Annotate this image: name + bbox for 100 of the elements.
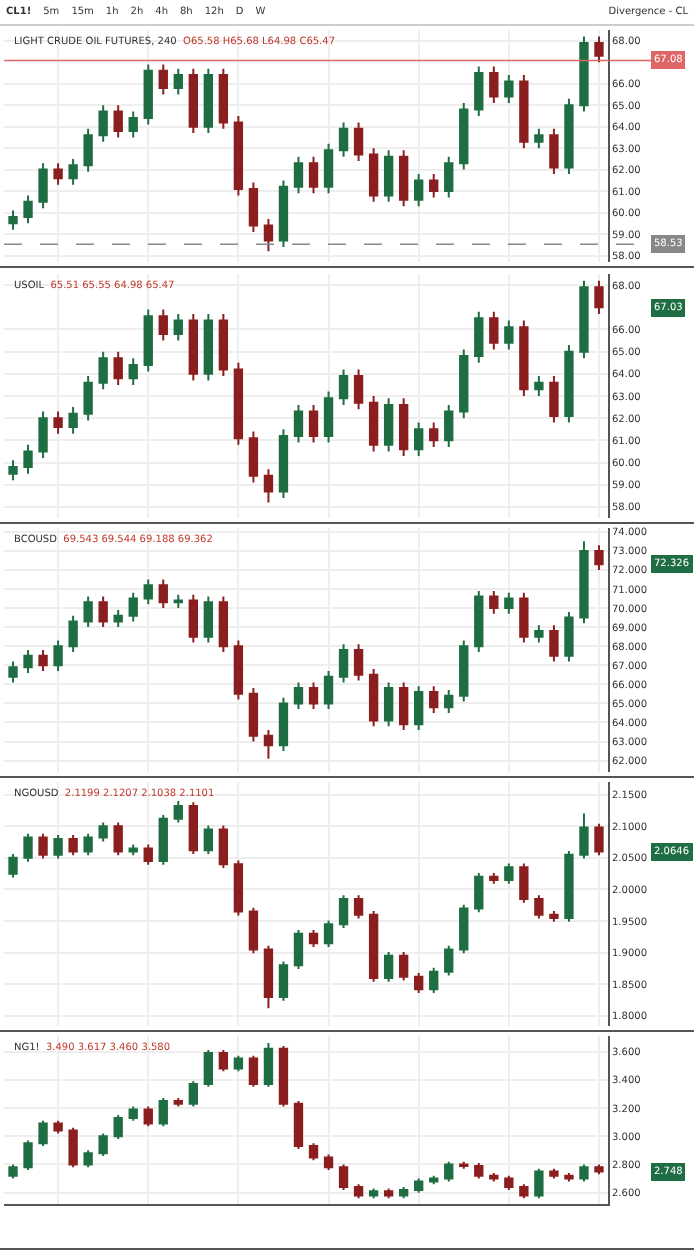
- candlestick: [398, 1186, 409, 1200]
- candlestick: [278, 696, 289, 753]
- candlestick: [278, 428, 289, 500]
- candlestick: [398, 951, 409, 982]
- candlestick: [594, 279, 604, 315]
- candlestick: [218, 312, 229, 378]
- candlestick: [158, 578, 168, 610]
- candlestick: [519, 862, 529, 904]
- candlestick: [263, 1042, 274, 1088]
- candlestick: [158, 1097, 168, 1128]
- candlestick: [98, 595, 108, 629]
- candlestick: [113, 821, 123, 857]
- candlestick: [38, 1119, 48, 1148]
- candlestick: [38, 649, 48, 672]
- candlestick: [368, 147, 379, 203]
- candlestick: [338, 368, 349, 406]
- candlestick: [188, 801, 198, 856]
- candlestick: [83, 375, 93, 422]
- candlestick: [68, 406, 78, 435]
- candlestick: [489, 872, 499, 885]
- candlestick: [188, 593, 198, 644]
- candlestick: [293, 403, 304, 444]
- candlestick: [98, 1132, 108, 1157]
- candlestick: [23, 832, 33, 863]
- candlestick: [308, 403, 319, 444]
- candlestick: [293, 681, 304, 711]
- candlestick: [564, 1171, 574, 1183]
- candlestick: [323, 1153, 334, 1172]
- candlestick: [23, 443, 33, 475]
- candlestick: [113, 350, 123, 386]
- candlestick: [233, 639, 244, 701]
- candlestick: [8, 660, 18, 684]
- candlestick: [549, 375, 559, 424]
- candlestick: [549, 624, 559, 663]
- candlestick: [579, 279, 589, 360]
- candlestick: [188, 67, 198, 135]
- candlestick: [338, 643, 349, 684]
- candlestick: [323, 669, 334, 711]
- candlestick: [23, 194, 33, 225]
- candlestick: [519, 591, 529, 644]
- candlestick: [504, 862, 514, 885]
- candlestick: [8, 853, 18, 879]
- candlestick: [248, 906, 259, 955]
- candlestick: [203, 67, 214, 135]
- candlestick: [203, 1049, 214, 1088]
- candlestick: [474, 1162, 484, 1180]
- candlestick: [68, 157, 78, 186]
- candlestick: [83, 127, 93, 173]
- candlestick: [579, 812, 589, 860]
- candlestick: [474, 310, 484, 364]
- candlestick: [594, 822, 604, 857]
- candlestick: [128, 357, 138, 386]
- candlestick: [98, 821, 108, 843]
- candlestick: [143, 308, 153, 373]
- candlestick: [98, 350, 108, 391]
- candlestick: [188, 1080, 198, 1108]
- candlestick: [534, 375, 544, 397]
- candlestick: [338, 121, 349, 158]
- candlestick: [353, 894, 364, 920]
- candlestick: [98, 104, 108, 143]
- candlestick: [383, 149, 394, 203]
- candlestick: [368, 668, 379, 728]
- candlestick: [188, 312, 198, 382]
- candlestick: [308, 1142, 319, 1162]
- candlestick: [278, 179, 289, 248]
- candlestick: [429, 685, 439, 714]
- candlestick: [383, 681, 394, 728]
- candlestick: [143, 843, 153, 866]
- candlestick: [128, 843, 138, 857]
- candlestick: [263, 944, 274, 1010]
- candlestick: [173, 799, 183, 824]
- candlestick: [128, 1105, 138, 1122]
- candlestick: [53, 162, 63, 186]
- candlestick: [23, 649, 33, 674]
- candlestick: [203, 824, 214, 856]
- candlestick: [68, 1126, 78, 1169]
- candlestick: [519, 1183, 529, 1200]
- candlestick: [459, 102, 469, 171]
- candlestick: [248, 1054, 259, 1088]
- candlestick: [263, 729, 274, 760]
- candlestick: [113, 1114, 123, 1141]
- candlestick: [368, 395, 379, 453]
- candlestick: [368, 909, 379, 983]
- candlestick: [338, 894, 349, 930]
- candlestick: [128, 591, 138, 623]
- candlestick: [579, 540, 589, 625]
- candlestick: [474, 872, 484, 914]
- candlestick: [383, 1187, 394, 1200]
- candlestick: [414, 172, 424, 208]
- candlestick: [398, 397, 409, 457]
- candlestick: [429, 966, 439, 995]
- candlestick: [143, 578, 153, 606]
- candlestick: [564, 849, 574, 923]
- candlestick: [429, 421, 439, 449]
- candlestick: [158, 813, 168, 866]
- candlestick: [459, 348, 469, 420]
- candlestick: [128, 110, 138, 139]
- candlestick: [38, 410, 48, 460]
- candlestick: [579, 35, 589, 113]
- candlestick: [444, 155, 454, 199]
